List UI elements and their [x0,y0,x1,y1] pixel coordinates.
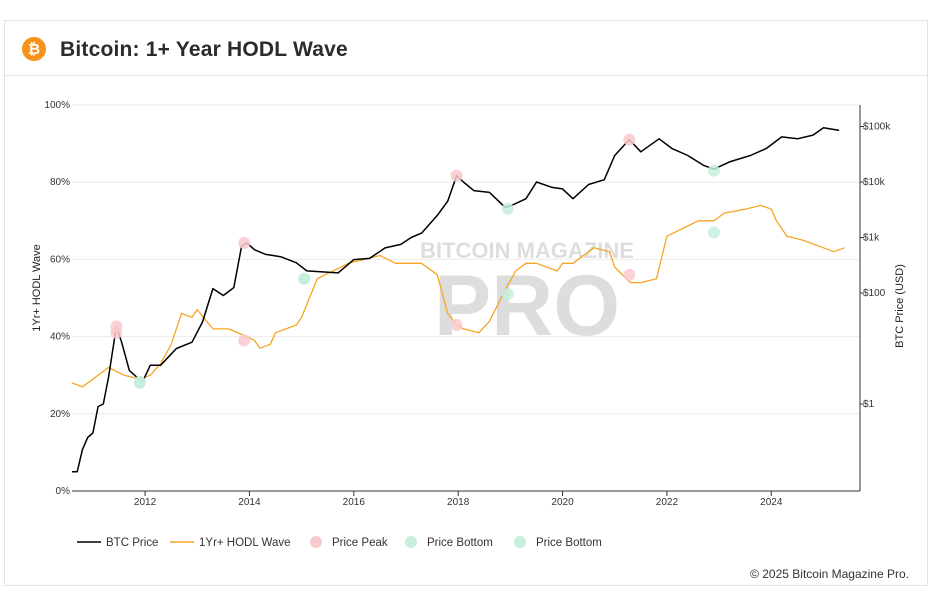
watermark-top: BITCOIN MAGAZINE [420,238,634,263]
y-right-tick-label: $100k [863,122,891,133]
y-left-tick-label: 80% [50,177,70,188]
y-right-tick-label: $1 [863,399,875,410]
price-peak-marker [110,326,123,339]
price-peak-marker [238,236,251,249]
y-left-tick-label: 40% [50,332,70,343]
tick-labels: 0% 20% 40% 60% 80% 100% 2012 2014 2016 2018 2020 20… [31,100,906,508]
price-peak-marker [623,133,636,146]
legend-label: BTC Price [106,537,158,549]
price-bottom-marker [501,288,514,301]
legend-item[interactable]: BTC Price [77,537,158,549]
x-tick-label: 2016 [343,497,366,508]
price-peak-marker [623,268,636,281]
x-tick-label: 2012 [134,497,157,508]
y-left-tick-label: 0% [56,486,71,497]
axes [72,105,864,496]
copyright: © 2025 Bitcoin Magazine Pro. [750,567,909,581]
price-peak-marker [450,169,463,182]
page-title: Bitcoin: 1+ Year HODL Wave [60,38,348,61]
price-bottom-marker [707,164,720,177]
y-left-tick-label: 20% [50,409,70,420]
legend-item[interactable]: Price Bottom [405,536,493,549]
x-tick-label: 2018 [447,497,470,508]
x-tick-label: 2014 [238,497,261,508]
legend-dot-swatch [514,536,526,548]
y-left-tick-label: 60% [50,254,70,265]
markers [110,133,720,389]
y-left-tick-label: 100% [44,100,70,111]
price-peak-marker [450,319,463,332]
y-right-tick-label: $10k [863,177,886,188]
x-tick-label: 2020 [551,497,574,508]
watermark: BITCOIN MAGAZINE PRO [420,238,634,354]
price-bottom-marker [133,376,146,389]
price-peak-marker [238,334,251,347]
legend-label: Price Bottom [427,537,493,549]
legend-item[interactable]: Price Bottom [514,536,602,549]
chart-header: ₿ Bitcoin: 1+ Year HODL Wave [5,21,927,76]
legend-label: Price Bottom [536,537,602,549]
legend: BTC Price 1Yr+ HODL Wave Price Peak Price B… [77,536,602,549]
watermark-main: PRO [434,258,620,354]
legend-label: Price Peak [332,537,388,549]
legend-dot-swatch [405,536,417,548]
x-tick-label: 2022 [656,497,679,508]
y-right-tick-label: $100 [863,288,886,299]
y-right-axis-title: BTC Price (USD) [894,264,906,348]
price-bottom-marker [298,272,311,285]
price-bottom-marker [707,226,720,239]
price-bottom-marker [501,202,514,215]
legend-item[interactable]: Price Peak [310,536,388,549]
legend-label: 1Yr+ HODL Wave [199,537,291,549]
y-right-tick-label: $1k [863,233,880,244]
legend-item[interactable]: 1Yr+ HODL Wave [170,537,291,549]
bitcoin-icon: ₿ [22,37,46,61]
x-tick-label: 2024 [760,497,783,508]
y-left-axis-title: 1Yr+ HODL Wave [31,244,43,332]
chart-card: ₿ Bitcoin: 1+ Year HODL Wave [4,20,928,586]
legend-dot-swatch [310,536,322,548]
